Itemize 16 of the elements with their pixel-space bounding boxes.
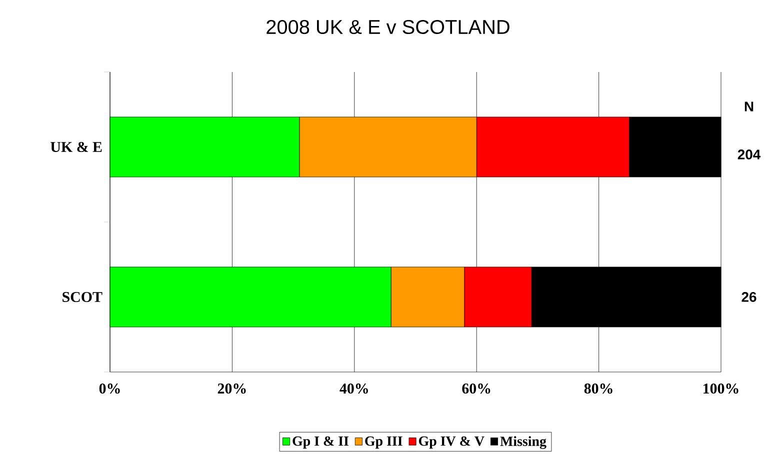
legend-label: Gp IV & V <box>418 436 484 449</box>
legend-label: Gp III <box>365 436 402 449</box>
text: 204 <box>738 150 761 160</box>
legend-label: Gp I & II <box>292 436 349 449</box>
x-tick-label: 0% <box>99 384 120 394</box>
x-tick-label: 80% <box>584 384 612 394</box>
y-tick-label: SCOT <box>62 292 102 302</box>
text: N <box>744 102 754 112</box>
y-tick-label: UK & E <box>50 142 102 152</box>
text: 26 <box>742 292 756 302</box>
chart-title: 2008 UK & E v SCOTLAND <box>266 20 510 34</box>
x-tick-label: 60% <box>462 384 490 394</box>
x-tick-label: 40% <box>340 384 368 394</box>
legend-label: Missing <box>500 436 546 449</box>
x-tick-label: 20% <box>218 384 246 394</box>
x-tick-label: 100% <box>704 384 738 394</box>
